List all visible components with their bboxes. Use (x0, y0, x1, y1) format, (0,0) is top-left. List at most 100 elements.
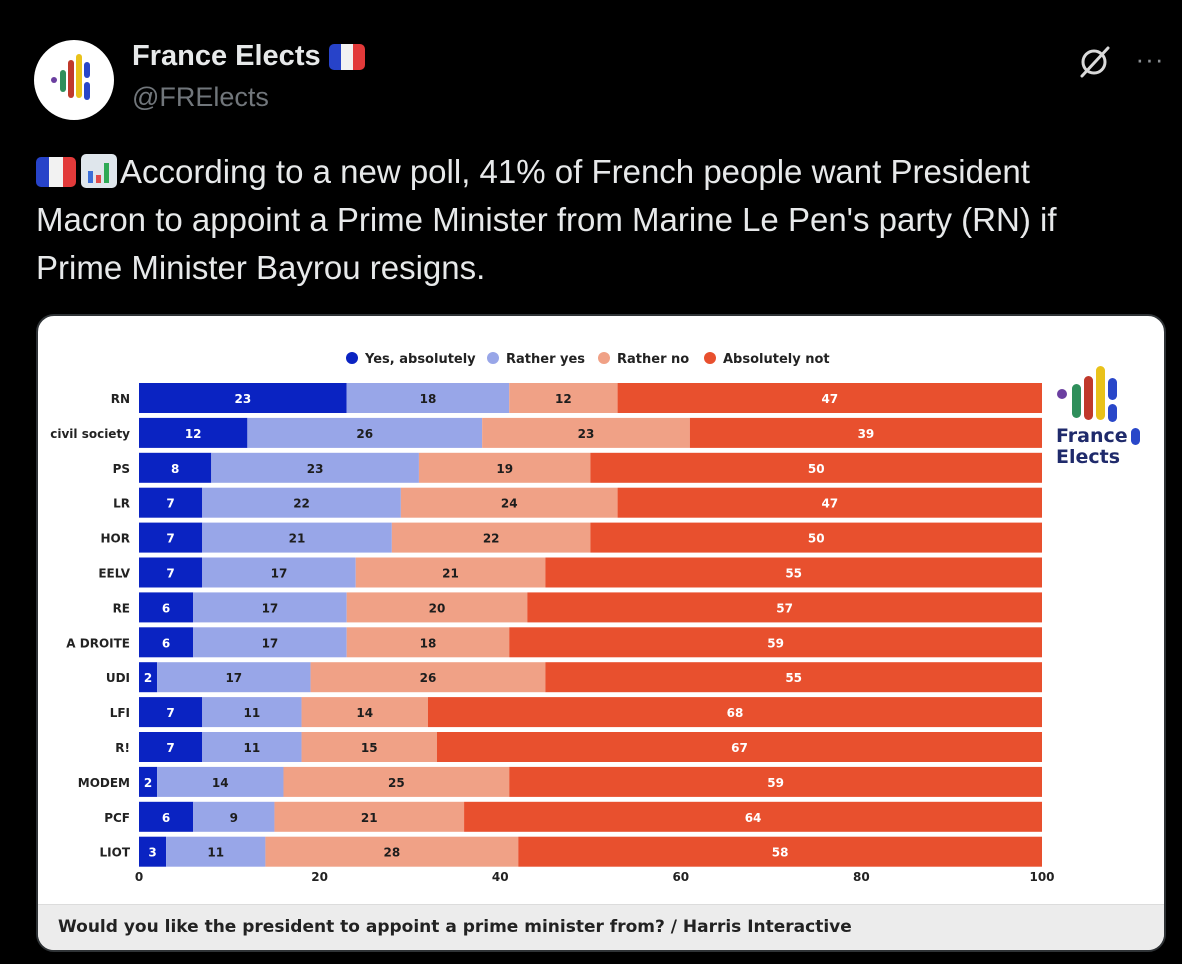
bar-value-label: 21 (442, 567, 459, 581)
bar-value-label: 7 (166, 532, 174, 546)
bar-value-label: 58 (772, 846, 789, 860)
bar-value-label: 67 (731, 741, 748, 755)
bar-segment (518, 836, 1042, 867)
category-label: R! (115, 741, 130, 755)
bar-segment (202, 487, 401, 518)
bar-value-label: 11 (244, 706, 261, 720)
france-flag-icon (328, 43, 365, 70)
x-tick-label: 80 (853, 870, 870, 884)
bar-segment (247, 417, 483, 448)
bar-value-label: 14 (212, 776, 229, 790)
bar-segment (139, 557, 203, 588)
stacked-bar-chart: Yes, absolutely Rather yes Rather no Absolu… (50, 352, 1055, 884)
bar-value-label: 6 (162, 601, 170, 615)
post-media-chart[interactable]: Yes, absolutely Rather yes Rather no Absolu… (36, 314, 1166, 952)
bar-segment (418, 452, 591, 483)
bar-segment (139, 662, 158, 693)
bar-segment (139, 836, 167, 867)
bar-value-label: 26 (420, 671, 437, 685)
bar-segment (509, 766, 1043, 797)
bar-value-label: 57 (776, 601, 793, 615)
bar-value-label: 14 (356, 706, 373, 720)
bar-segment (346, 627, 510, 658)
category-label: RE (113, 601, 130, 615)
bar-segment (157, 662, 311, 693)
bar-segment (202, 522, 392, 553)
bar-value-label: 7 (166, 741, 174, 755)
bar-segment (274, 801, 465, 832)
bar-value-label: 20 (429, 601, 446, 615)
bar-value-label: 6 (162, 636, 170, 650)
category-label: A DROITE (66, 636, 130, 650)
bar-segment (139, 592, 194, 623)
bar-value-label: 21 (289, 532, 306, 546)
bar-value-label: 23 (307, 462, 324, 476)
bar-segment (139, 627, 194, 658)
bar-value-label: 19 (496, 462, 513, 476)
bar-segment (139, 522, 203, 553)
bar-segment (545, 662, 1042, 693)
author-avatar[interactable] (34, 40, 114, 120)
bar-segment (427, 697, 1043, 728)
bar-value-label: 22 (483, 532, 500, 546)
bar-value-label: 17 (262, 601, 279, 615)
bar-value-label: 15 (361, 741, 378, 755)
bar-value-label: 68 (727, 706, 744, 720)
category-label: RN (111, 392, 130, 406)
bar-segment (689, 417, 1042, 448)
bar-segment (301, 732, 437, 762)
bar-segment (283, 766, 510, 797)
bar-value-label: 2 (144, 671, 152, 685)
bar-value-label: 59 (767, 776, 784, 790)
bar-segment (509, 627, 1043, 658)
bar-value-label: 12 (185, 427, 202, 441)
bar-segment (346, 592, 528, 623)
bar-segment (202, 732, 302, 762)
bar-value-label: 25 (388, 776, 405, 790)
bar-value-label: 23 (578, 427, 595, 441)
france-elects-logo-icon (51, 54, 90, 100)
bar-segment (193, 627, 347, 658)
grok-icon[interactable] (1076, 44, 1112, 80)
legend-label: Rather no (617, 352, 689, 367)
x-tick-label: 40 (492, 870, 509, 884)
bar-value-label: 17 (271, 567, 288, 581)
bar-segment (617, 487, 1042, 518)
legend-marker (704, 352, 716, 364)
bar-segment (590, 522, 1042, 553)
category-label: EELV (98, 567, 130, 581)
bar-segment (346, 383, 510, 413)
bar-segment (355, 557, 546, 588)
bar-value-label: 47 (821, 392, 838, 406)
bar-segment (301, 697, 428, 728)
bar-value-label: 55 (785, 671, 802, 685)
bar-segment (202, 557, 356, 588)
legend-marker (346, 352, 358, 364)
bar-value-label: 7 (166, 567, 174, 581)
logo-wordmark: France Elects (1056, 426, 1140, 468)
bar-segment (139, 732, 203, 762)
bar-segment (139, 383, 347, 413)
bar-segment (193, 801, 275, 832)
bar-value-label: 12 (555, 392, 572, 406)
bar-value-label: 47 (821, 497, 838, 511)
bar-value-label: 24 (501, 497, 518, 511)
category-label: MODEM (78, 776, 130, 790)
category-label: LIOT (100, 846, 131, 860)
more-options-icon[interactable]: ··· (1135, 44, 1165, 74)
bar-value-label: 50 (808, 462, 825, 476)
bar-segment (391, 522, 591, 553)
x-tick-label: 100 (1029, 870, 1054, 884)
france-elects-logo (1057, 366, 1117, 422)
bar-value-label: 17 (262, 636, 279, 650)
bar-segment (464, 801, 1043, 832)
bar-segment (211, 452, 419, 483)
bar-segment (545, 557, 1042, 588)
bar-value-label: 9 (230, 811, 238, 825)
bar-segment (590, 452, 1042, 483)
author-name[interactable]: France Elects (132, 40, 365, 73)
author-handle[interactable]: @FRElects (132, 82, 269, 112)
bar-segment (166, 836, 266, 867)
x-tick-label: 60 (672, 870, 689, 884)
bar-segment (193, 592, 347, 623)
